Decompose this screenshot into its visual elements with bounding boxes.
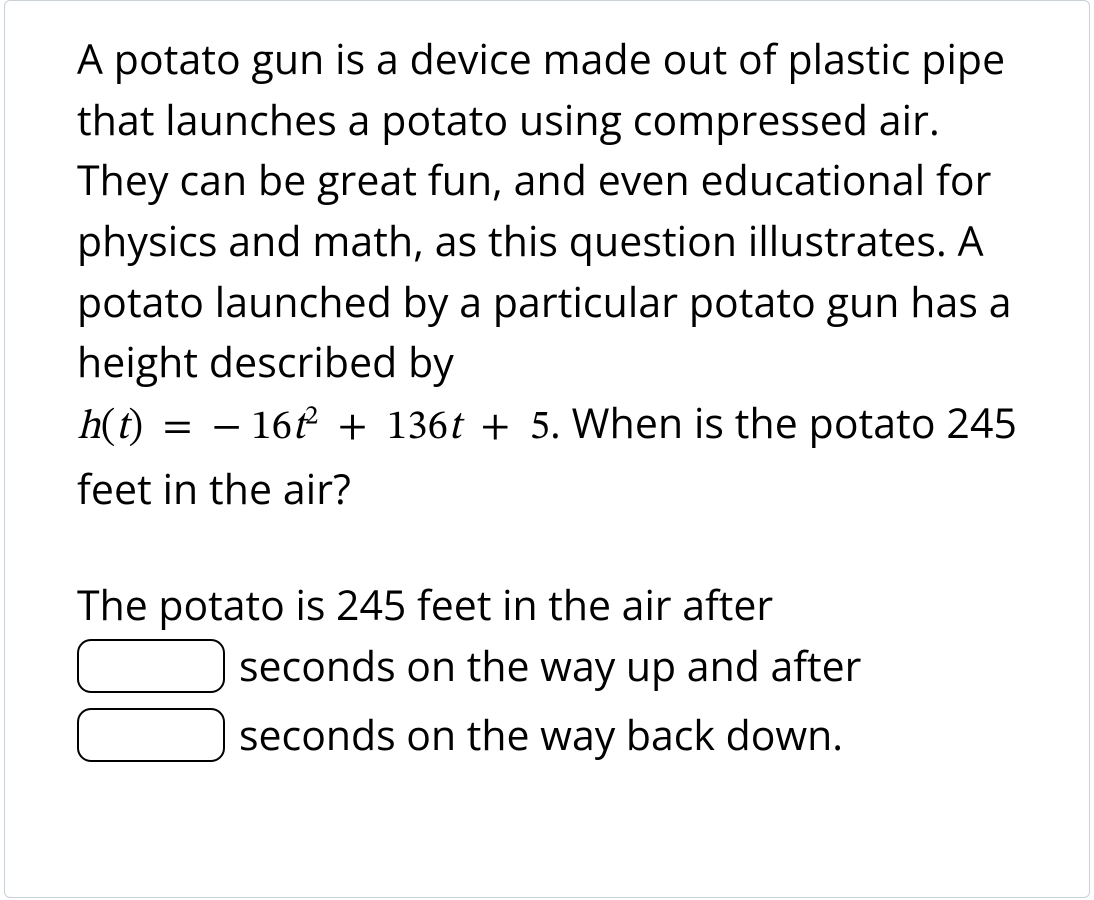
eq-arg: t [116,407,129,448]
answer-line1-tail: seconds on the way up and after [239,636,861,697]
answer-line-2: seconds on the way back down. [77,705,1041,766]
eq-coef-c: 5 [530,407,550,448]
answer-lead: The potato is 245 feet in the air after [77,575,1041,636]
problem-text: A potato gun is a device made out of pla… [77,29,1041,519]
eq-var-1: t [292,407,305,448]
answer-block: The potato is 245 feet in the air after … [77,575,1041,765]
answer-input-up[interactable] [77,639,225,693]
height-equation: h(t) = − 16t2 + 136t + 5 [77,407,550,448]
eq-var-2: t [448,407,461,448]
problem-intro: A potato gun is a device made out of pla… [77,31,1012,390]
answer-line-1: seconds on the way up and after [77,636,1041,697]
eq-func: h [77,407,101,448]
answer-input-down[interactable] [77,708,225,762]
eq-coef-b: 136 [387,407,448,448]
eq-exp: 2 [305,404,318,430]
eq-coef-a: 16 [251,407,292,448]
question-card: A potato gun is a device made out of pla… [4,0,1090,898]
answer-line2-tail: seconds on the way back down. [239,705,843,766]
